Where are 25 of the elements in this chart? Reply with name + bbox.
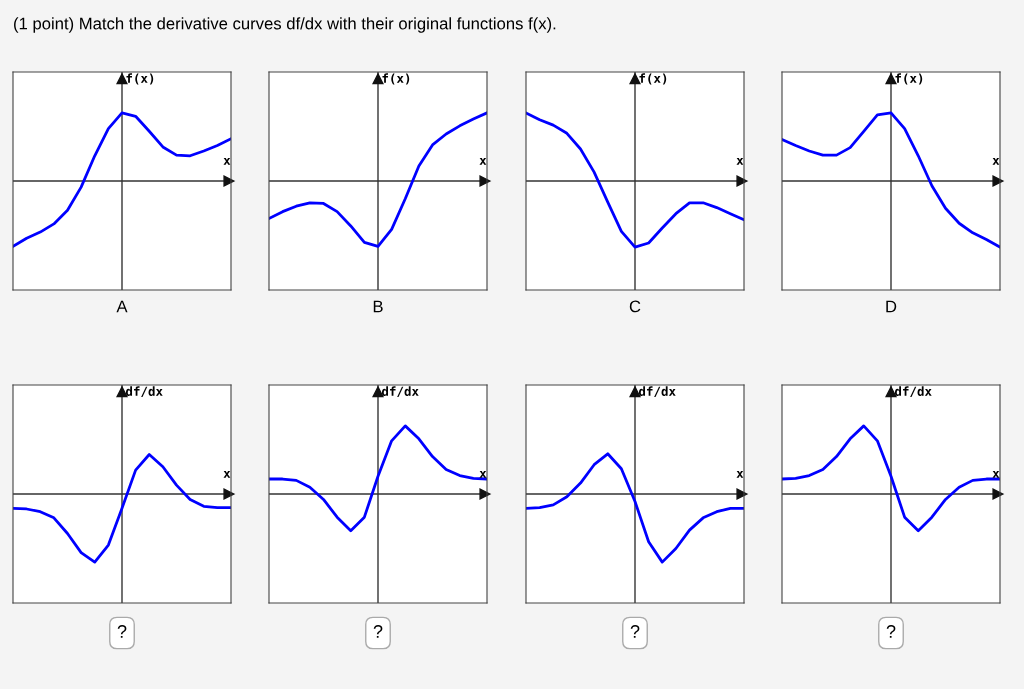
y-axis-title: df/dx	[894, 386, 932, 398]
text: A	[116, 300, 128, 313]
text: ?	[373, 625, 383, 638]
text: D	[886, 300, 897, 313]
x-axis-title: x	[223, 470, 231, 478]
text: ?	[117, 625, 127, 638]
x-axis-title: x	[479, 157, 487, 165]
y-axis-title: f(x)	[126, 73, 154, 85]
y-axis-title: f(x)	[639, 73, 667, 85]
x-axis-title: x	[479, 470, 487, 478]
text: B	[373, 300, 383, 313]
text: C	[629, 300, 641, 313]
y-axis-title: f(x)	[895, 73, 923, 85]
text: ?	[630, 625, 640, 638]
y-axis-title: df/dx	[638, 386, 676, 398]
text: ?	[886, 625, 896, 638]
x-axis-title: x	[223, 157, 231, 165]
y-axis-title: df/dx	[125, 386, 163, 398]
x-axis-title: x	[736, 157, 744, 165]
y-axis-title: df/dx	[381, 386, 419, 398]
text: (1 point) Match the derivative curves df/dx with their original functions f(x).	[14, 17, 556, 33]
x-axis-title: x	[992, 157, 1000, 165]
x-axis-title: x	[992, 470, 1000, 478]
x-axis-title: x	[736, 470, 744, 478]
y-axis-title: f(x)	[382, 73, 410, 85]
